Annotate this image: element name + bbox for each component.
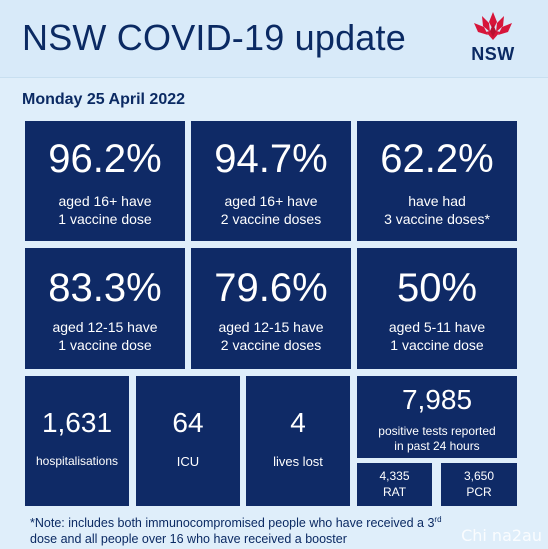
- tile-label: ICU: [176, 454, 200, 469]
- vaccine-tile-dose3: 62.2% have had 3 vaccine doses*: [357, 121, 517, 241]
- footnote-text: *Note: includes both immunocompromised p…: [30, 516, 435, 531]
- waratah-flower-icon: [474, 12, 512, 40]
- rat-tile: 4,335 RAT: [357, 463, 432, 506]
- report-date: Monday 25 April 2022: [22, 91, 186, 108]
- tile-label-line1: positive tests reported: [378, 424, 496, 438]
- tile-label-line1: aged 12-15 have: [52, 319, 158, 335]
- watermark: Chi na2au: [461, 526, 542, 545]
- tile-value: 94.7%: [214, 137, 328, 181]
- tile-value: 7,985: [401, 384, 473, 415]
- tile-label: PCR: [466, 485, 492, 499]
- footnote-line2: dose and all people over 16 who have rec…: [30, 532, 347, 547]
- page-title: NSW COVID-19 update: [22, 17, 406, 58]
- tile-label-line2: 1 vaccine dose: [58, 211, 152, 227]
- tile-label: hospitalisations: [35, 454, 119, 468]
- vaccine-tile-12to15-dose2: 79.6% aged 12-15 have 2 vaccine doses: [191, 248, 351, 369]
- hospitalisations-tile: 1,631 hospitalisations: [25, 376, 129, 506]
- vaccine-tile-12to15-dose1: 83.3% aged 12-15 have 1 vaccine dose: [25, 248, 185, 369]
- tile-label-line1: aged 16+ have: [224, 193, 318, 209]
- vaccine-tile-16plus-dose1: 96.2% aged 16+ have 1 vaccine dose: [25, 121, 185, 241]
- tile-value: 3,650: [463, 469, 495, 483]
- positive-tests-tile: 7,985 positive tests reported in past 24…: [357, 376, 517, 458]
- tile-value: 50%: [396, 266, 478, 310]
- tile-label-line2: in past 24 hours: [394, 439, 480, 453]
- vaccine-tile-16plus-dose2: 94.7% aged 16+ have 2 vaccine doses: [191, 121, 351, 241]
- pcr-tile: 3,650 PCR: [441, 463, 517, 506]
- tile-value: 4: [290, 407, 306, 438]
- tile-label: RAT: [382, 485, 407, 499]
- tile-label-line1: aged 12-15 have: [218, 319, 324, 335]
- tile-label-line2: 2 vaccine doses: [220, 337, 322, 353]
- tile-value: 96.2%: [48, 137, 162, 181]
- footnote-line1: *Note: includes both immunocompromised p…: [30, 512, 530, 531]
- footnote: *Note: includes both immunocompromised p…: [30, 512, 530, 547]
- nsw-logo: NSW: [460, 10, 526, 70]
- tile-label-line2: 1 vaccine dose: [390, 337, 484, 353]
- lives-lost-tile: 4 lives lost: [246, 376, 350, 506]
- tile-value: 4,335: [379, 469, 410, 483]
- tile-label-line2: 1 vaccine dose: [58, 337, 152, 353]
- tile-value: 79.6%: [214, 266, 328, 310]
- vaccine-tile-5to11-dose1: 50% aged 5-11 have 1 vaccine dose: [357, 248, 517, 369]
- tile-label-line2: 2 vaccine doses: [220, 211, 322, 227]
- tile-label: lives lost: [273, 454, 323, 469]
- tile-label-line1: aged 5-11 have: [388, 319, 486, 335]
- tile-value: 62.2%: [380, 137, 494, 181]
- tile-value: 1,631: [41, 407, 113, 438]
- logo-text: NSW: [471, 44, 515, 64]
- tile-label-line2: 3 vaccine doses*: [384, 211, 490, 227]
- tile-value: 64: [172, 407, 204, 438]
- header: NSW COVID-19 update NSW: [0, 0, 548, 77]
- tile-label-line1: have had: [408, 193, 466, 209]
- footnote-superscript: rd: [434, 515, 442, 524]
- header-divider: [0, 77, 548, 78]
- tile-value: 83.3%: [48, 266, 162, 310]
- icu-tile: 64 ICU: [136, 376, 240, 506]
- tile-label-line1: aged 16+ have: [58, 193, 152, 209]
